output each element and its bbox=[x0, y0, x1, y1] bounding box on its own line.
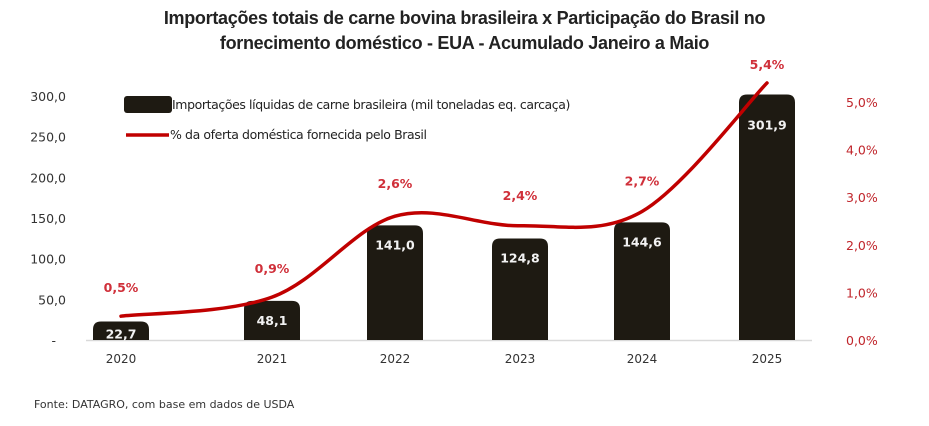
x-tick-label: 2021 bbox=[257, 352, 288, 366]
left-tick-label: 150,0 bbox=[30, 211, 66, 226]
x-tick-label: 2020 bbox=[106, 352, 137, 366]
x-tick-label: 2024 bbox=[627, 352, 658, 366]
line-data-label: 2,4% bbox=[503, 188, 538, 203]
x-tick-label: 2025 bbox=[752, 352, 783, 366]
line-data-label: 0,9% bbox=[255, 261, 290, 276]
line-data-label: 5,4% bbox=[750, 57, 785, 72]
legend: Importações líquidas de carne brasileira… bbox=[124, 96, 570, 142]
bar-data-label: 124,8 bbox=[500, 250, 540, 265]
right-tick-label: 4,0% bbox=[846, 143, 878, 158]
line-data-label: 0,5% bbox=[104, 280, 139, 295]
bar-data-label: 144,6 bbox=[622, 234, 662, 249]
bar-2025 bbox=[739, 94, 795, 340]
right-tick-label: 5,0% bbox=[846, 95, 878, 110]
bar-data-labels: 22,7 48,1 141,0 124,8 144,6 301,9 bbox=[106, 117, 787, 341]
line-data-label: 2,6% bbox=[378, 176, 413, 191]
legend-label-line: % da oferta doméstica fornecida pelo Bra… bbox=[170, 127, 427, 142]
left-tick-label: 250,0 bbox=[30, 130, 66, 145]
left-tick-label: 100,0 bbox=[30, 252, 66, 267]
right-axis: 0,0% 1,0% 2,0% 3,0% 4,0% 5,0% bbox=[846, 95, 878, 348]
bar-data-label: 301,9 bbox=[747, 117, 787, 132]
source-note: Fonte: DATAGRO, com base em dados de USD… bbox=[34, 398, 295, 411]
bar-data-label: 141,0 bbox=[375, 237, 415, 252]
chart-title-line1: Importações totais de carne bovina brasi… bbox=[163, 8, 766, 28]
x-axis: 2020 2021 2022 2023 2024 2025 bbox=[106, 352, 783, 366]
left-tick-label: 200,0 bbox=[30, 170, 66, 185]
bar-2023 bbox=[492, 238, 548, 340]
right-tick-label: 0,0% bbox=[846, 333, 878, 348]
right-tick-label: 2,0% bbox=[846, 238, 878, 253]
right-tick-label: 3,0% bbox=[846, 190, 878, 205]
left-tick-label: 300,0 bbox=[30, 89, 66, 104]
bar-series bbox=[93, 94, 795, 340]
legend-label-bar: Importações líquidas de carne brasileira… bbox=[172, 97, 570, 112]
x-tick-label: 2022 bbox=[380, 352, 411, 366]
bar-data-label: 48,1 bbox=[257, 313, 288, 328]
line-data-labels: 0,5% 0,9% 2,6% 2,4% 2,7% 5,4% bbox=[104, 57, 785, 295]
line-series bbox=[119, 81, 769, 318]
legend-swatch-bar bbox=[124, 96, 172, 113]
line-data-label: 2,7% bbox=[625, 173, 660, 188]
line-path-brazil-share bbox=[119, 81, 769, 318]
bar-2024 bbox=[614, 222, 670, 340]
chart-title: Importações totais de carne bovina brasi… bbox=[0, 6, 929, 56]
bar-data-label: 22,7 bbox=[106, 327, 137, 342]
bar-2020 bbox=[93, 321, 149, 340]
left-axis: - 50,0 100,0 150,0 200,0 250,0 300,0 bbox=[30, 89, 66, 348]
bar-2021 bbox=[244, 300, 300, 340]
x-tick-label: 2023 bbox=[505, 352, 536, 366]
chart-title-line2: fornecimento doméstico - EUA - Acumulado… bbox=[219, 33, 710, 53]
bar-2022 bbox=[367, 225, 423, 340]
left-tick-label: - bbox=[51, 333, 56, 348]
right-tick-label: 1,0% bbox=[846, 285, 878, 300]
left-tick-label: 50,0 bbox=[38, 292, 66, 307]
